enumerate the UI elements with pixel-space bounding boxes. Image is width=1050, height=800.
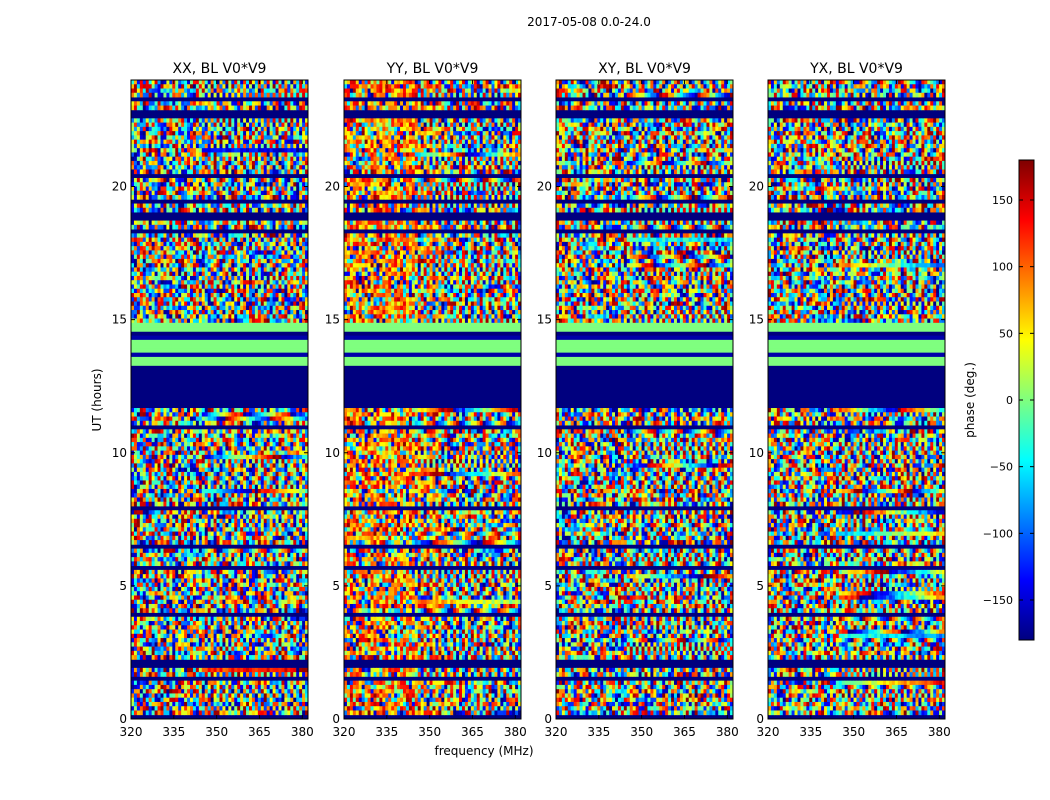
panel-yy: YY, BL V0*V9 320 335 350 365 380 0 5 10 15 20: [325, 61, 527, 739]
panel-title: XY, BL V0*V9: [598, 61, 691, 77]
x-tick-label: 380: [928, 725, 951, 739]
x-axis-label: frequency (MHz): [434, 744, 533, 758]
x-tick-label: 350: [418, 725, 441, 739]
x-tick-label: 320: [545, 725, 568, 739]
y-axis-label: UT (hours): [90, 368, 104, 431]
panel-frame: [130, 79, 309, 720]
x-tick-label: 380: [716, 725, 739, 739]
panel-title: YX, BL V0*V9: [809, 61, 903, 77]
y-tick-label: 15: [537, 313, 552, 327]
panel-yx: YX, BL V0*V9 320 335 350 365 380 0 5 10 15 20: [749, 61, 951, 739]
x-tick-label: 350: [630, 725, 653, 739]
colorbar-tick-label: −100: [983, 527, 1013, 540]
colorbar-tick-label: −150: [983, 594, 1013, 607]
y-tick-label: 20: [537, 180, 552, 194]
x-tick-label: 365: [885, 725, 908, 739]
x-tick-label: 350: [842, 725, 865, 739]
x-tick-label: 380: [504, 725, 527, 739]
x-tick-label: 335: [162, 725, 185, 739]
x-tick-label: 365: [461, 725, 484, 739]
y-tick-label: 20: [112, 180, 127, 194]
figure-suptitle: 2017-05-08 0.0-24.0: [527, 15, 651, 29]
colorbar: 150 100 50 0 −50 −100 −150 phase (deg.): [963, 159, 1035, 641]
phase-heatmap-yy: [344, 80, 521, 719]
panel-frame: [555, 79, 734, 720]
colorbar-tick-label: 50: [999, 327, 1013, 340]
y-tick-label: 5: [756, 579, 764, 593]
y-tick-label: 15: [749, 313, 764, 327]
y-tick-label: 10: [749, 446, 764, 460]
y-tick-label: 10: [325, 446, 340, 460]
panel-frame: [767, 79, 946, 720]
y-tick-label: 0: [544, 712, 552, 726]
phase-heatmap-xx: [131, 80, 308, 719]
y-tick-label: 10: [112, 446, 127, 460]
panel-xx: XX, BL V0*V9 320 335 350 365 380 0 5 10 15 20: [112, 61, 314, 739]
panel-frame: [343, 79, 522, 720]
y-tick-label: 15: [325, 313, 340, 327]
y-tick-label: 0: [332, 712, 340, 726]
x-tick-label: 335: [587, 725, 610, 739]
y-tick-label: 15: [112, 313, 127, 327]
colorbar-tick-label: 100: [992, 261, 1013, 274]
panel-xy: XY, BL V0*V9 320 335 350 365 380 0 5 10 15 20: [537, 61, 739, 739]
x-tick-label: 335: [375, 725, 398, 739]
x-tick-label: 320: [333, 725, 356, 739]
panel-title: XX, BL V0*V9: [173, 61, 267, 77]
phase-heatmap-xy: [556, 80, 733, 719]
colorbar-tick-label: 0: [1006, 394, 1013, 407]
colorbar-tick-label: 150: [992, 194, 1013, 207]
x-tick-label: 380: [291, 725, 314, 739]
x-tick-label: 350: [205, 725, 228, 739]
y-tick-label: 5: [544, 579, 552, 593]
x-tick-label: 320: [120, 725, 143, 739]
x-tick-label: 365: [673, 725, 696, 739]
y-tick-label: 0: [756, 712, 764, 726]
y-tick-label: 20: [325, 180, 340, 194]
colorbar-tick-label: −50: [990, 461, 1013, 474]
colorbar-label: phase (deg.): [963, 362, 977, 438]
colorbar-ticks: 150 100 50 0 −50 −100 −150: [983, 194, 1034, 607]
x-tick-label: 335: [799, 725, 822, 739]
y-tick-label: 5: [119, 579, 127, 593]
phase-heatmap-yx: [768, 80, 945, 719]
y-tick-label: 5: [332, 579, 340, 593]
x-tick-label: 365: [248, 725, 271, 739]
panel-title: YY, BL V0*V9: [386, 61, 479, 77]
y-tick-label: 20: [749, 180, 764, 194]
y-tick-label: 0: [119, 712, 127, 726]
y-tick-label: 10: [537, 446, 552, 460]
x-tick-label: 320: [757, 725, 780, 739]
